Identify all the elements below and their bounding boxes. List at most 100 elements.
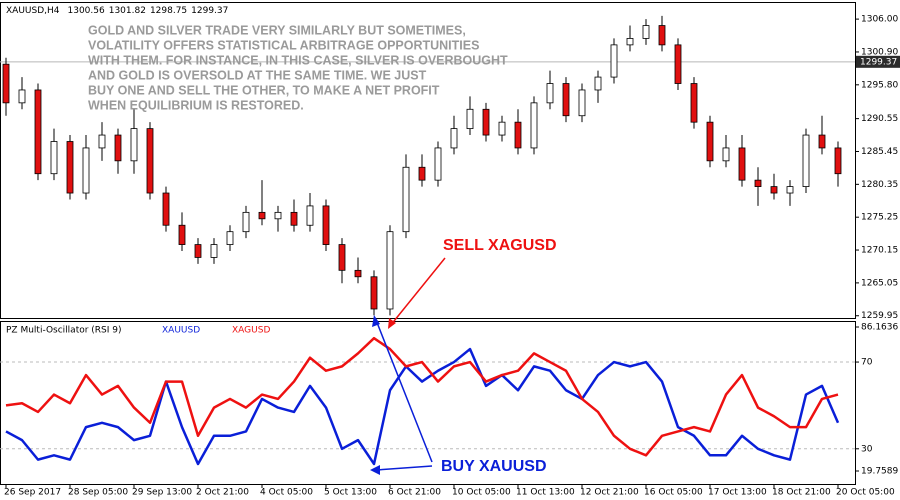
x-tick-label: 26 Sep 2017 — [4, 488, 61, 498]
oscillator-panel — [0, 321, 856, 485]
candle-body — [674, 44, 682, 84]
candle-body — [162, 192, 170, 226]
annotation-line: WHEN EQUILIBRIUM IS RESTORED. — [88, 98, 304, 112]
symbol-name: XAUUSD,H4 — [6, 6, 60, 16]
candle-body — [738, 147, 746, 181]
candle-body — [706, 121, 714, 162]
candle-body — [418, 166, 426, 181]
legend-label: XAGUSD — [232, 326, 270, 336]
oscillator-line — [5, 347, 840, 466]
candle-body — [210, 244, 218, 258]
candle-body — [498, 121, 506, 136]
candle-body — [818, 134, 826, 149]
buy-arrow-up-head — [372, 315, 380, 327]
x-tick-label: 5 Oct 13:00 — [324, 488, 377, 498]
candle-body — [530, 102, 538, 149]
y-tick-label: 1280.35 — [861, 180, 898, 190]
price-panel — [0, 2, 856, 319]
y-tick-label: 19.7589 — [861, 467, 898, 477]
y-tick-label: 1300.90 — [861, 47, 898, 57]
candle-body — [146, 128, 154, 194]
candle-body — [18, 89, 26, 104]
candle-body — [242, 211, 250, 233]
candle-body — [370, 276, 378, 310]
candle-body — [786, 186, 794, 194]
y-tick-label: 1270.15 — [861, 246, 898, 256]
buy-label: BUY XAUUSD — [441, 458, 547, 475]
candle-body — [50, 141, 58, 175]
x-tick-label: 11 Oct 13:00 — [516, 488, 575, 498]
annotation-line: WITH THEM. FOR INSTANCE, IN THIS CASE, S… — [88, 53, 508, 67]
candle-body — [338, 244, 346, 271]
y-tick-label: 1306.00 — [861, 15, 898, 25]
legend-label: XAUUSD — [162, 326, 200, 336]
buy-arrow-left-head — [370, 465, 380, 475]
current-price-box — [856, 55, 900, 68]
candle-body — [178, 224, 186, 245]
candle-body — [514, 121, 522, 149]
annotation-line: BUY ONE AND SELL THE OTHER, TO MAKE A NE… — [88, 83, 440, 97]
candle-body — [66, 141, 74, 194]
current-price-label: 1299.37 — [860, 57, 897, 67]
candle-body — [594, 76, 602, 91]
sell-arrow-head — [388, 318, 396, 329]
candle-body — [690, 83, 698, 123]
candle-body — [722, 147, 730, 162]
sell-arrow — [389, 257, 446, 327]
candle-body — [450, 128, 458, 149]
y-tick-label: 1275.25 — [861, 213, 898, 223]
candle-body — [98, 134, 106, 149]
y-tick-label: 1290.55 — [861, 114, 898, 124]
x-tick-label: 16 Oct 05:00 — [644, 488, 703, 498]
buy-arrow-left — [375, 465, 433, 471]
candle-body — [402, 166, 410, 233]
y-tick-label: 1265.05 — [861, 278, 898, 288]
x-tick-label: 17 Oct 13:00 — [708, 488, 767, 498]
x-tick-label: 2 Oct 21:00 — [196, 488, 249, 498]
candle-body — [114, 134, 122, 162]
candle-body — [130, 128, 138, 162]
x-tick-label: 28 Sep 05:00 — [68, 488, 128, 498]
candle-body — [34, 89, 42, 175]
x-tick-label: 10 Oct 05:00 — [452, 488, 511, 498]
candle-body — [770, 186, 778, 194]
candle-body — [546, 83, 554, 104]
low-value: 1298.75 — [150, 6, 187, 16]
candle-body — [562, 83, 570, 117]
candle-body — [658, 25, 666, 46]
candle-body — [802, 134, 810, 187]
candle-body — [642, 25, 650, 39]
y-tick-label: 30 — [861, 444, 873, 454]
high-value: 1301.82 — [109, 6, 146, 16]
candle-body — [754, 179, 762, 187]
y-tick-label: 1285.45 — [861, 147, 898, 157]
candle-body — [578, 89, 586, 117]
buy-arrow-up — [375, 319, 433, 463]
x-tick-label: 18 Oct 21:00 — [772, 488, 831, 498]
candle-body — [434, 147, 442, 181]
candle-body — [386, 231, 394, 310]
symbol: XAUUSD,H4 1300.56 1301.82 1298.75 1299.37 — [6, 6, 228, 16]
x-tick-label: 20 Oct 05:00 — [836, 488, 895, 498]
candle-body — [626, 38, 634, 46]
candle-body — [322, 205, 330, 245]
open-value: 1300.56 — [68, 6, 105, 16]
candle-body — [482, 108, 490, 136]
candle-body — [194, 244, 202, 258]
close-value: 1299.37 — [191, 6, 228, 16]
x-tick-label: 12 Oct 21:00 — [580, 488, 639, 498]
candle-body — [290, 211, 298, 226]
annotation-line: GOLD AND SILVER TRADE VERY SIMILARLY BUT… — [88, 23, 466, 37]
candle-body — [82, 147, 90, 194]
y-tick-label: 1295.80 — [861, 80, 898, 90]
x-tick-label: 29 Sep 13:00 — [132, 488, 192, 498]
y-tick-label: 1259.95 — [861, 311, 898, 321]
oscillator-title: PZ Multi-Oscillator (RSI 9) — [6, 326, 122, 336]
annotation-line: VOLATILITY OFFERS STATISTICAL ARBITRAGE … — [88, 38, 479, 52]
candle-body — [306, 205, 314, 226]
y-tick-label: 86.1636 — [861, 323, 898, 333]
y-tick-label: 70 — [861, 358, 873, 368]
marks: 1306.00 1300.90 1295.80 1290.55 1285.45 1280.… — [0, 15, 900, 498]
candle-body — [274, 211, 282, 220]
